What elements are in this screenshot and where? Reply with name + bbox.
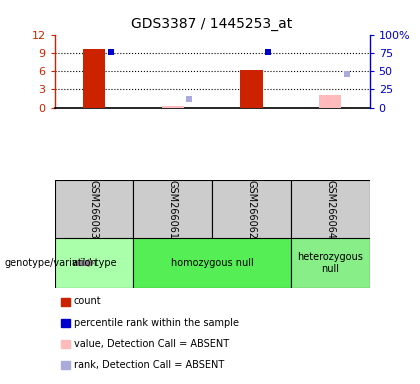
Bar [319, 95, 341, 108]
Text: GSM266063: GSM266063 [89, 180, 99, 239]
Text: heterozygous
null: heterozygous null [297, 252, 363, 274]
Bar [291, 238, 370, 288]
Text: genotype/variation: genotype/variation [4, 258, 97, 268]
Text: percentile rank within the sample: percentile rank within the sample [74, 318, 239, 328]
Bar [240, 70, 262, 108]
Bar [55, 238, 134, 288]
Text: count: count [74, 296, 101, 306]
Bar [55, 180, 134, 238]
Title: GDS3387 / 1445253_at: GDS3387 / 1445253_at [131, 17, 293, 31]
Bar [212, 180, 291, 238]
Text: GSM266061: GSM266061 [168, 180, 178, 239]
Text: GSM266064: GSM266064 [325, 180, 335, 239]
Bar [162, 106, 184, 108]
Text: wild type: wild type [72, 258, 116, 268]
Text: value, Detection Call = ABSENT: value, Detection Call = ABSENT [74, 339, 228, 349]
Bar [291, 180, 370, 238]
Bar [134, 238, 291, 288]
Text: rank, Detection Call = ABSENT: rank, Detection Call = ABSENT [74, 360, 224, 370]
Bar [83, 49, 105, 108]
Bar [134, 180, 212, 238]
Text: GSM266062: GSM266062 [247, 180, 257, 239]
Text: homozygous null: homozygous null [171, 258, 254, 268]
